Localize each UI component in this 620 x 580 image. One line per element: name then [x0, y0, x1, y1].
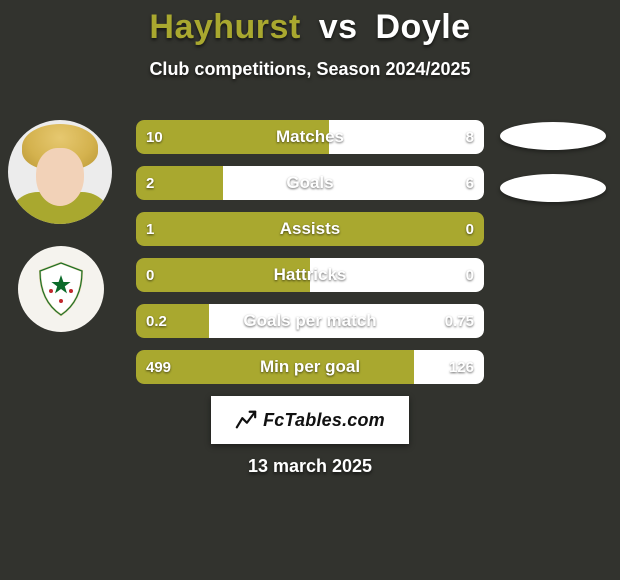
player1-club-crest [18, 246, 104, 332]
stat-value-player2: 126 [439, 350, 484, 384]
player2-avatar-column [500, 122, 606, 226]
title-player2: Doyle [376, 8, 471, 46]
brand-logo-icon [235, 409, 257, 431]
avatar-face [36, 148, 84, 206]
player2-club-crest-placeholder [500, 174, 606, 202]
stat-row: 499126Min per goal [136, 350, 484, 384]
subtitle: Club competitions, Season 2024/2025 [0, 59, 620, 80]
crest-icon [36, 261, 86, 317]
stat-value-player1: 499 [136, 350, 181, 384]
stat-row: 10Assists [136, 212, 484, 246]
stat-value-player1: 10 [136, 120, 173, 154]
stats-panel: 108Matches26Goals10Assists00Hattricks0.2… [136, 120, 484, 396]
page-title: Hayhurst vs Doyle [0, 0, 620, 47]
player2-avatar-placeholder [500, 122, 606, 150]
stat-value-player2: 0.75 [435, 304, 484, 338]
stat-value-player2: 8 [456, 120, 484, 154]
stat-row: 0.20.75Goals per match [136, 304, 484, 338]
stat-row: 26Goals [136, 166, 484, 200]
title-vs: vs [319, 8, 358, 46]
stat-value-player2: 0 [456, 212, 484, 246]
avatar-column [8, 120, 128, 354]
stat-row: 00Hattricks [136, 258, 484, 292]
stat-value-player1: 1 [136, 212, 164, 246]
stat-value-player1: 2 [136, 166, 164, 200]
stat-value-player1: 0.2 [136, 304, 177, 338]
brand-badge[interactable]: FcTables.com [211, 396, 409, 444]
title-player1: Hayhurst [149, 8, 300, 46]
stat-bar-player2 [223, 166, 484, 200]
player1-avatar [8, 120, 112, 224]
stat-row: 108Matches [136, 120, 484, 154]
page-root: Hayhurst vs Doyle Club competitions, Sea… [0, 0, 620, 580]
stat-value-player1: 0 [136, 258, 164, 292]
brand-text: FcTables.com [263, 410, 385, 431]
stat-value-player2: 0 [456, 258, 484, 292]
generated-date: 13 march 2025 [0, 456, 620, 477]
stat-bar-player1 [136, 212, 484, 246]
stat-value-player2: 6 [456, 166, 484, 200]
